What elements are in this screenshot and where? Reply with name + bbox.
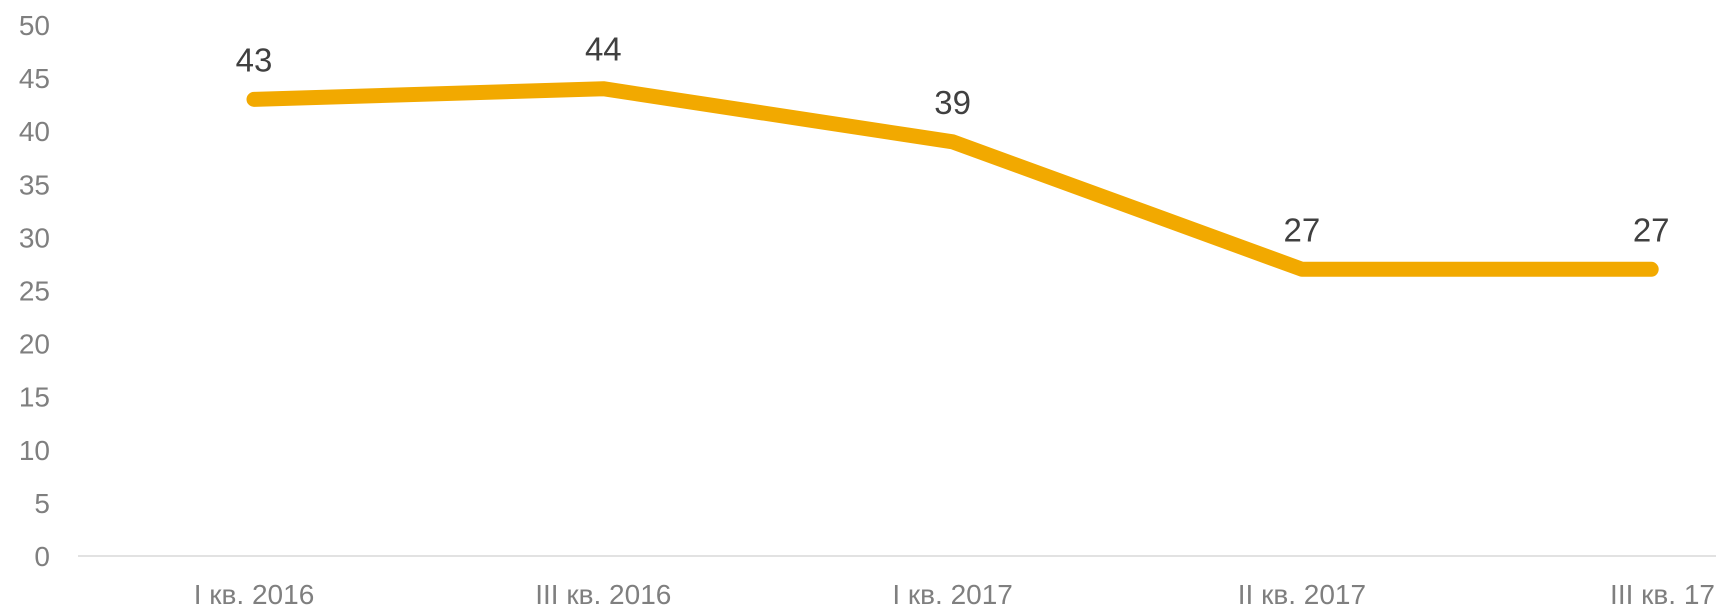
data-label: 27	[1284, 211, 1321, 248]
y-tick-label: 35	[19, 169, 50, 200]
x-tick-label: III кв. 2016	[535, 579, 671, 610]
data-label: 44	[585, 31, 622, 68]
y-tick-label: 40	[19, 116, 50, 147]
y-tick-label: 15	[19, 382, 50, 413]
y-tick-label: 20	[19, 329, 50, 360]
data-label: 43	[236, 41, 273, 78]
y-tick-label: 30	[19, 222, 50, 253]
series-line	[246, 81, 1659, 277]
x-tick-label: II кв. 2017	[1238, 579, 1366, 610]
y-tick-label: 50	[19, 10, 50, 41]
series-group	[246, 81, 1659, 277]
y-tick-label: 10	[19, 435, 50, 466]
y-tick-label: 0	[34, 541, 50, 572]
x-tick-label: III кв. 17	[1610, 579, 1715, 610]
data-label-group: 43 44 39 27 27	[236, 31, 1670, 249]
x-axis: I кв. 2016 III кв. 2016 I кв. 2017 II кв. 2…	[194, 579, 1715, 610]
y-tick-label: 5	[34, 488, 50, 519]
data-label: 27	[1633, 211, 1670, 248]
y-axis: 0 5 10 15 20 25 30 35 40 45 50	[19, 10, 50, 572]
data-label: 39	[934, 84, 971, 121]
y-tick-label: 45	[19, 63, 50, 94]
x-tick-label: I кв. 2016	[194, 579, 315, 610]
x-tick-label: I кв. 2017	[892, 579, 1013, 610]
y-tick-label: 25	[19, 276, 50, 307]
